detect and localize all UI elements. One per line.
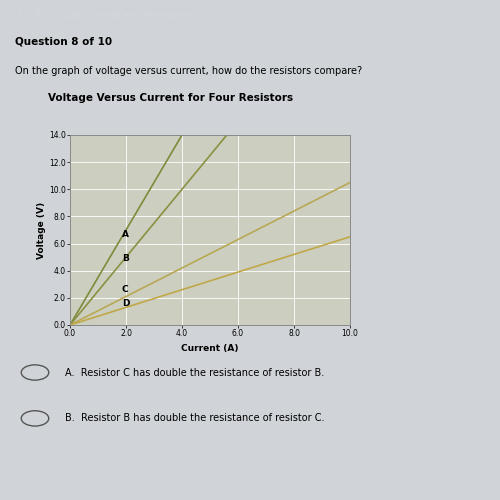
Text: Question 8 of 10: Question 8 of 10 — [15, 36, 112, 46]
Y-axis label: Voltage (V): Voltage (V) — [37, 202, 46, 258]
Text: A.  Resistor C has double the resistance of resistor B.: A. Resistor C has double the resistance … — [65, 368, 324, 378]
Text: D: D — [122, 299, 130, 308]
Text: B.  Resistor B has double the resistance of resistor C.: B. Resistor B has double the resistance … — [65, 414, 324, 424]
Text: 9.2.2 Quiz  Current and Resistance: 9.2.2 Quiz Current and Resistance — [35, 10, 192, 20]
Text: C: C — [122, 286, 128, 294]
Text: Voltage Versus Current for Four Resistors: Voltage Versus Current for Four Resistor… — [48, 93, 294, 103]
X-axis label: Current (A): Current (A) — [182, 344, 239, 352]
Text: A: A — [122, 230, 129, 239]
Text: On the graph of voltage versus current, how do the resistors compare?: On the graph of voltage versus current, … — [15, 66, 362, 76]
Text: ↑: ↑ — [15, 10, 23, 20]
Text: B: B — [122, 254, 128, 263]
